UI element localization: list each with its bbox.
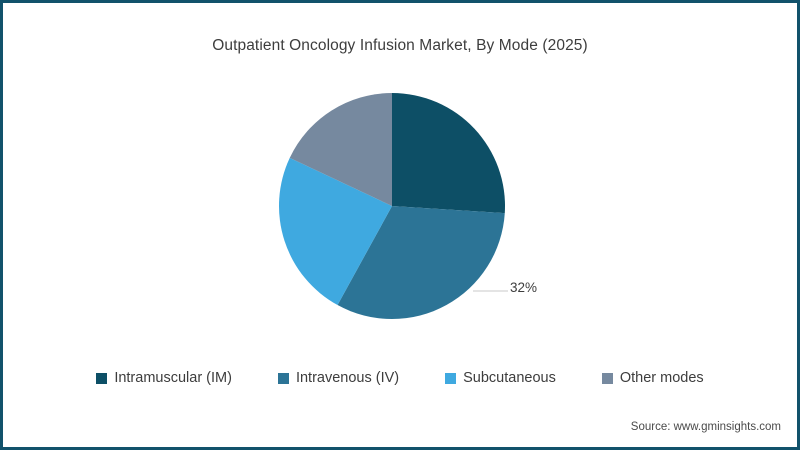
- pie-chart: 32%: [3, 3, 797, 447]
- legend-item-label: Intramuscular (IM): [114, 370, 232, 386]
- legend-swatch-icon: [601, 372, 613, 384]
- pie-slices: [278, 93, 506, 320]
- pie-slice[interactable]: [278, 157, 392, 306]
- pie-slice[interactable]: [392, 93, 506, 214]
- pie-chart-svg: [278, 93, 508, 320]
- legend-item-subcutaneous[interactable]: Subcutaneous: [445, 371, 556, 386]
- legend-swatch-icon: [277, 372, 289, 384]
- legend-item-label: Other modes: [619, 370, 704, 386]
- chart-legend: Intramuscular (IM) Intravenous (IV) Subc…: [3, 371, 797, 386]
- legend-item-other-modes[interactable]: Other modes: [601, 370, 704, 386]
- legend-swatch-icon: [445, 372, 457, 384]
- pie-slice[interactable]: [289, 93, 392, 206]
- pie-slice[interactable]: [337, 206, 505, 320]
- legend-item-label: Subcutaneous: [463, 370, 556, 386]
- legend-swatch-icon: [96, 372, 108, 384]
- legend-item-intravenous[interactable]: Intravenous (IV): [277, 370, 400, 386]
- legend-item-intramuscular[interactable]: Intramuscular (IM): [96, 371, 232, 386]
- source-note: Source: www.gminsights.com: [630, 421, 781, 433]
- legend-item-label: Intravenous (IV): [295, 370, 400, 386]
- page-title: Outpatient Oncology Infusion Market, By …: [212, 37, 588, 54]
- data-label-intravenous: 32%: [510, 280, 538, 295]
